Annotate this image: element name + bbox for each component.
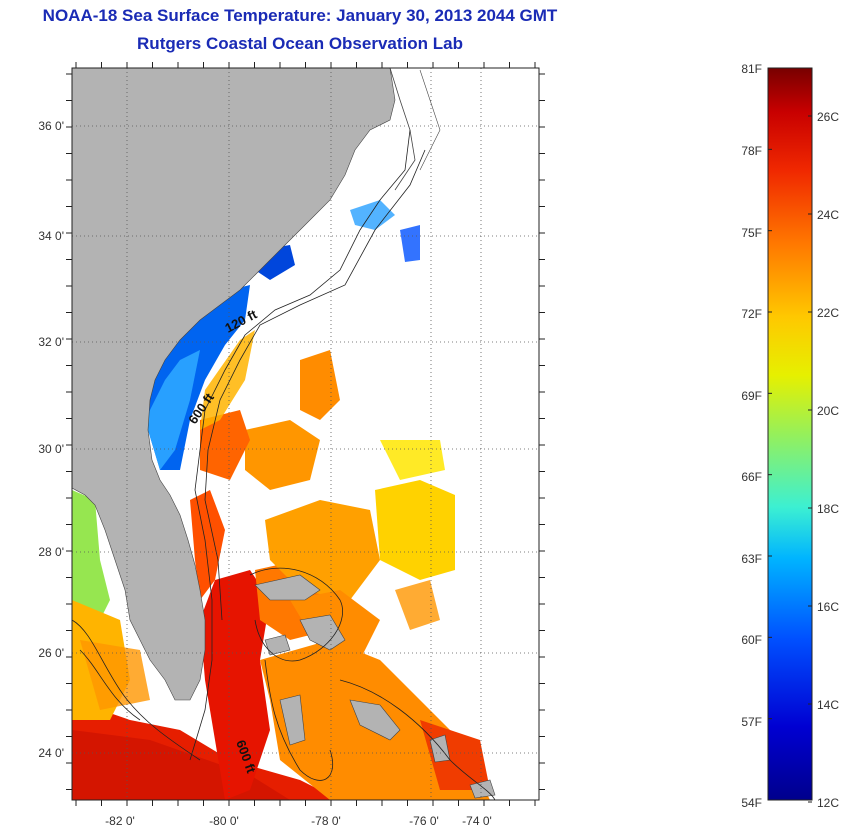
cb-c-label-14: 14C [817,698,839,712]
axis-ticks [66,62,545,806]
title-line-1: NOAA-18 Sea Surface Temperature: January… [42,6,558,25]
cb-f-label-66: 66F [741,470,762,484]
sst-field [72,200,490,800]
lat-label-32: 32 0' [38,335,64,349]
colorbar-celsius-labels: 26C 24C 22C 20C 18C 16C 14C 12C [817,110,839,810]
longitude-labels: -82 0' -80 0' -78 0' -76 0' -74 0' [105,814,492,828]
cb-f-label-69: 69F [741,389,762,403]
lat-label-28: 28 0' [38,545,64,559]
lat-label-26: 26 0' [38,646,64,660]
bathymetry-contours [72,129,496,800]
cb-c-label-22: 22C [817,306,839,320]
lon-label-78: -78 0' [311,814,341,828]
lat-label-30: 30 0' [38,442,64,456]
cb-f-label-78: 78F [741,144,762,158]
latitude-labels: 36 0' 34 0' 32 0' 30 0' 28 0' 26 0' 24 0… [38,119,64,760]
colorbar-ticks [768,67,812,803]
cb-c-label-26: 26C [817,110,839,124]
lon-label-82: -82 0' [105,814,135,828]
colorbar: 81F 78F 75F 72F 69F 66F 63F 60F 57F 54F … [741,62,839,810]
cb-c-label-20: 20C [817,404,839,418]
cb-f-label-60: 60F [741,633,762,647]
cb-c-label-18: 18C [817,502,839,516]
lat-label-24: 24 0' [38,746,64,760]
title-line-2: Rutgers Coastal Ocean Observation Lab [137,34,463,53]
colorbar-gradient [767,67,813,801]
cb-f-label-81: 81F [741,62,762,76]
cb-f-label-54: 54F [741,796,762,810]
cb-f-label-63: 63F [741,552,762,566]
lon-label-80: -80 0' [209,814,239,828]
lat-label-34: 34 0' [38,229,64,243]
lon-label-74: -74 0' [462,814,492,828]
colorbar-fahrenheit-labels: 81F 78F 75F 72F 69F 66F 63F 60F 57F 54F [741,62,762,810]
lon-label-76: -76 0' [409,814,439,828]
cb-c-label-16: 16C [817,600,839,614]
cb-f-label-75: 75F [741,226,762,240]
cb-c-label-24: 24C [817,208,839,222]
land [72,68,496,799]
cb-f-label-72: 72F [741,307,762,321]
cb-c-label-12: 12C [817,796,839,810]
lat-label-36: 36 0' [38,119,64,133]
cb-f-label-57: 57F [741,715,762,729]
